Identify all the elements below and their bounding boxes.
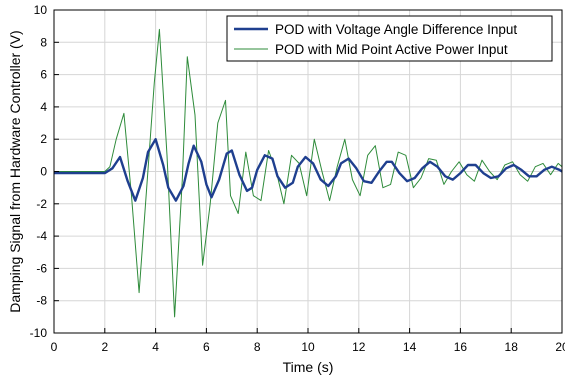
legend: POD with Voltage Angle Difference Input … — [226, 15, 553, 62]
x-tick-label: 0 — [51, 340, 58, 354]
x-tick-label: 2 — [101, 340, 108, 354]
y-tick-label: 4 — [40, 100, 47, 114]
x-tick-label: 6 — [203, 340, 210, 354]
series-line-mid-point-power — [54, 28, 563, 318]
x-tick-label: 16 — [454, 340, 468, 354]
y-tick-label: 2 — [40, 132, 47, 146]
x-tick-label: 20 — [555, 340, 565, 354]
y-tick-label: -6 — [36, 261, 47, 275]
legend-label-mid-point-power: POD with Mid Point Active Power Input — [275, 42, 508, 57]
ticks: 0 2 4 6 8 10 12 14 16 18 20 -10 -8 -6 -4 -2 0 2 4 6 8 10 — [30, 3, 565, 354]
x-tick-label: 8 — [254, 340, 261, 354]
y-tick-label: -2 — [36, 197, 47, 211]
x-tick-label: 14 — [403, 340, 417, 354]
y-axis-title: Damping Signal from Hardware Controller … — [7, 30, 23, 312]
x-axis-title: Time (s) — [283, 359, 334, 375]
y-tick-label: -4 — [36, 229, 47, 243]
x-tick-label: 12 — [352, 340, 366, 354]
y-tick-label: 10 — [34, 3, 48, 17]
x-tick-label: 4 — [152, 340, 159, 354]
x-tick-label: 18 — [505, 340, 519, 354]
legend-label-voltage-angle: POD with Voltage Angle Difference Input — [275, 22, 517, 37]
x-tick-label: 10 — [301, 340, 315, 354]
series-line-voltage-angle — [54, 138, 563, 202]
series-group — [54, 28, 563, 318]
legend-box — [226, 15, 553, 62]
y-tick-label: -8 — [36, 294, 47, 308]
grid — [54, 10, 562, 333]
y-tick-label: 0 — [40, 165, 47, 179]
y-tick-label: -10 — [30, 326, 48, 340]
y-tick-label: 6 — [40, 68, 47, 82]
y-tick-label: 8 — [40, 35, 47, 49]
